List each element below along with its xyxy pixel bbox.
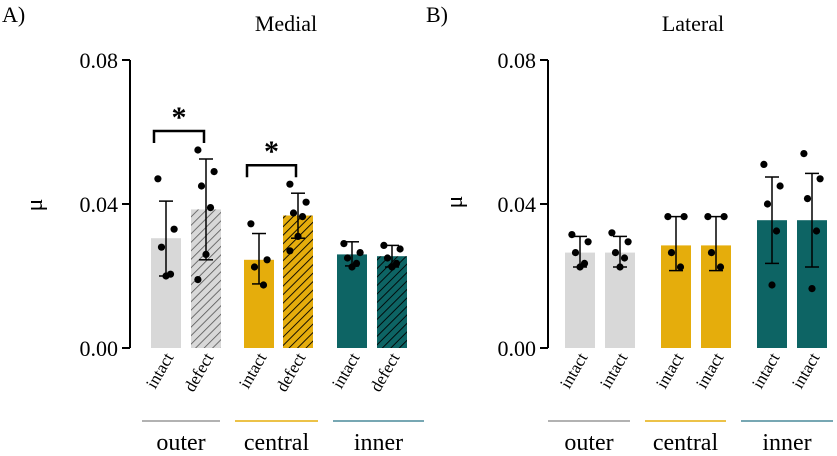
data-point (620, 254, 629, 262)
y-tick-label: 0.08 (80, 48, 119, 73)
panel-label: B) (426, 2, 448, 27)
data-point (707, 249, 716, 257)
data-point (772, 227, 781, 235)
data-point (816, 175, 824, 183)
data-point (286, 247, 294, 255)
data-point (289, 209, 298, 217)
bar-inner-defect (377, 256, 407, 348)
significance-star: * (172, 101, 187, 134)
data-point (250, 263, 259, 271)
data-point (294, 232, 302, 240)
data-point (664, 213, 672, 221)
data-point (302, 198, 310, 206)
category-label: intact (556, 349, 591, 391)
panel-medial: A) Medial μ 0.000.040.08 ** intact defect… (2, 2, 424, 456)
data-point (608, 229, 616, 237)
data-point (667, 249, 676, 257)
category-label: intact (596, 349, 631, 391)
data-point (571, 249, 580, 257)
data-point (800, 150, 808, 158)
data-point (202, 250, 210, 258)
data-point (584, 238, 592, 246)
y-tick-label: 0.04 (498, 192, 537, 217)
category-label: intact (142, 349, 177, 391)
data-point (340, 240, 348, 248)
data-point (247, 220, 255, 228)
data-point (616, 263, 624, 271)
data-point (197, 182, 206, 190)
data-point (776, 182, 784, 190)
data-point (286, 180, 294, 188)
category-label: intact (748, 349, 783, 391)
chart-title: Medial (255, 11, 317, 36)
data-point (812, 227, 821, 235)
category-label: defect (180, 349, 217, 395)
category-label: intact (235, 349, 270, 391)
panel-label: A) (2, 2, 25, 27)
category-label: defect (272, 349, 309, 395)
data-point (356, 249, 364, 257)
significance-bracket (245, 163, 298, 178)
y-axis-label: μ (22, 199, 48, 212)
data-point (396, 245, 404, 253)
y-axis-label: μ (442, 196, 468, 209)
data-point (383, 254, 392, 262)
data-point (388, 263, 396, 271)
data-point (768, 281, 776, 289)
data-point (263, 256, 271, 264)
data-point (380, 241, 388, 249)
data-point (194, 146, 202, 154)
data-point (162, 272, 170, 280)
group-label-central: central (244, 430, 310, 456)
category-label: intact (328, 349, 363, 391)
y-tick-label: 0.08 (498, 48, 537, 73)
group-label-outer: outer (156, 430, 205, 456)
group-label-outer: outer (564, 430, 613, 456)
data-point (803, 195, 812, 203)
data-point (154, 175, 162, 183)
category-label: intact (788, 349, 823, 391)
data-point (568, 231, 576, 239)
data-point (343, 254, 352, 262)
group-label-inner: inner (762, 430, 811, 456)
data-point (676, 263, 685, 271)
y-tick-label: 0.04 (80, 192, 119, 217)
panel-lateral: B) Lateral μ 0.000.040.08 intact intact in… (426, 2, 833, 456)
data-point (720, 213, 728, 221)
y-tick-label: 0.00 (498, 336, 537, 361)
data-point (808, 285, 816, 293)
significance-bracket (152, 129, 206, 143)
category-label: intact (692, 349, 727, 391)
data-point (298, 213, 307, 221)
group-label-central: central (653, 430, 719, 456)
chart-title: Lateral (662, 11, 724, 36)
data-point (576, 263, 584, 271)
data-point (763, 200, 772, 208)
data-point (611, 249, 620, 257)
data-point (624, 238, 632, 246)
category-label: defect (366, 349, 403, 395)
data-point (206, 204, 215, 212)
significance-star: * (264, 135, 279, 168)
data-point (760, 160, 768, 168)
data-point (170, 225, 178, 233)
data-point (348, 263, 356, 271)
group-label-inner: inner (354, 430, 403, 456)
y-tick-label: 0.00 (80, 336, 119, 361)
data-point (716, 263, 725, 271)
data-point (704, 213, 712, 221)
data-point (210, 168, 218, 176)
data-point (194, 276, 202, 284)
data-point (157, 243, 166, 251)
category-label: intact (652, 349, 687, 391)
data-point (680, 213, 688, 221)
data-point (259, 281, 268, 289)
